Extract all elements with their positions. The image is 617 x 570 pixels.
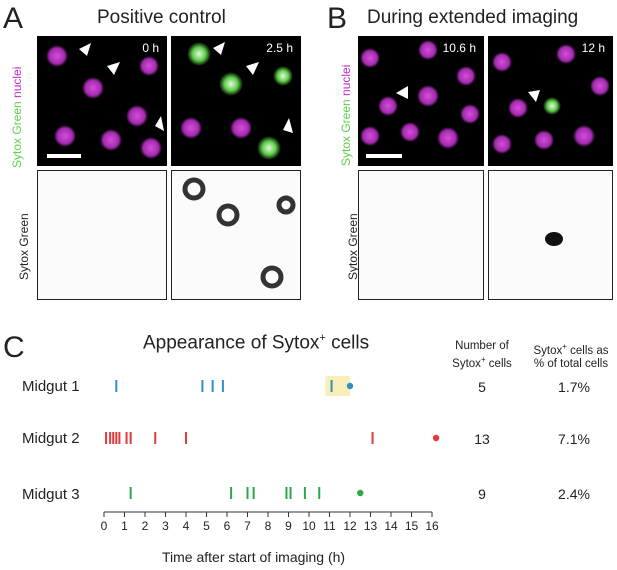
grayscale-a-0h bbox=[37, 170, 167, 300]
x-axis-label: Time after start of imaging (h) bbox=[162, 549, 346, 565]
micrograph-a-0h-image bbox=[46, 43, 164, 159]
grayscale-a-2-5h bbox=[171, 170, 301, 300]
x-tick-label: 5 bbox=[203, 519, 210, 533]
row-label-midgut-1: Midgut 1 bbox=[22, 378, 80, 395]
x-tick-label: 14 bbox=[384, 519, 398, 533]
x-tick-label: 9 bbox=[285, 519, 292, 533]
grayscale-a-2-5h-image bbox=[182, 177, 296, 289]
grayscale-b-10-6h bbox=[358, 170, 484, 300]
x-tick-label: 16 bbox=[425, 519, 439, 533]
micrograph-a-0h: 0 h bbox=[37, 36, 167, 166]
x-tick-label: 10 bbox=[302, 519, 316, 533]
micrograph-b-12h-image bbox=[492, 44, 610, 154]
x-tick-label: 2 bbox=[142, 519, 149, 533]
panel-a-letter: A bbox=[3, 2, 24, 35]
x-tick-label: 0 bbox=[101, 519, 108, 533]
time-label: 2.5 h bbox=[262, 40, 297, 56]
panel-b-channel-label: Sytox Green nuclei bbox=[339, 65, 353, 166]
end-point bbox=[432, 434, 440, 442]
nuclei-label: nuclei bbox=[339, 64, 353, 96]
scale-bar bbox=[47, 154, 81, 158]
grayscale-b-12h-image bbox=[545, 232, 563, 246]
count-header-line2: Sytox+ cells bbox=[452, 355, 512, 370]
row-label-midgut-2: Midgut 2 bbox=[22, 430, 80, 447]
panel-b-title: During extended imaging bbox=[367, 7, 579, 28]
count-midgut-2: 13 bbox=[474, 431, 490, 447]
time-label: 0 h bbox=[138, 40, 163, 56]
stain-label: Sytox Green bbox=[339, 99, 353, 166]
panel-c-title: Appearance of Sytox+ cells bbox=[143, 332, 370, 354]
highlight-box bbox=[325, 376, 350, 396]
panel-b-letter: B bbox=[327, 2, 348, 35]
time-label: 10.6 h bbox=[438, 40, 480, 56]
micrograph-b-10-6h-image bbox=[360, 40, 480, 149]
stain-label: Sytox Green bbox=[10, 101, 24, 168]
x-tick-label: 6 bbox=[224, 519, 231, 533]
count-midgut-3: 9 bbox=[478, 486, 486, 502]
percent-midgut-1: 1.7% bbox=[558, 379, 590, 395]
count-column-header: Number of Sytox+ cells bbox=[440, 340, 524, 371]
percent-header-line1: Sytox+ cells as bbox=[533, 342, 609, 357]
panel-c-title-sup: + bbox=[319, 332, 326, 344]
count-midgut-1: 5 bbox=[478, 379, 486, 395]
x-tick-label: 3 bbox=[162, 519, 169, 533]
percent-header-line2: % of total cells bbox=[533, 357, 609, 370]
x-tick-label: 4 bbox=[183, 519, 190, 533]
nuclei-label: nuclei bbox=[10, 66, 24, 98]
x-tick-label: 13 bbox=[364, 519, 378, 533]
x-tick-label: 8 bbox=[265, 519, 272, 533]
row-label-midgut-3: Midgut 3 bbox=[22, 486, 80, 503]
end-point bbox=[346, 382, 354, 390]
count-header-line1: Number of bbox=[455, 340, 509, 352]
panel-a-title: Positive control bbox=[97, 7, 226, 28]
panel-c-title-main: Appearance of Sytox bbox=[143, 332, 320, 354]
panel-a-bottom-label: Sytox Green bbox=[17, 213, 31, 280]
sytox-timeline-chart: 0 1 2 3 4 5 6 7 8 9 10 11 12 13 14 15 16 bbox=[101, 376, 440, 533]
panel-c-letter: C bbox=[3, 331, 25, 364]
time-label: 12 h bbox=[577, 40, 609, 56]
micrograph-a-2-5h: 2.5 h bbox=[171, 36, 301, 166]
micrograph-b-10-6h: 10.6 h bbox=[358, 36, 484, 166]
end-point bbox=[357, 489, 364, 497]
scale-bar bbox=[366, 154, 402, 158]
panel-c-title-tail: cells bbox=[325, 332, 370, 354]
percent-midgut-3: 2.4% bbox=[558, 486, 590, 502]
micrograph-a-2-5h-image bbox=[180, 42, 293, 160]
x-tick-label: 7 bbox=[244, 519, 251, 533]
percent-column-header: Sytox+ cells as % of total cells bbox=[526, 340, 616, 371]
percent-midgut-2: 7.1% bbox=[558, 431, 590, 447]
x-tick-label: 1 bbox=[121, 519, 128, 533]
x-tick-label: 12 bbox=[343, 519, 357, 533]
x-tick-label: 11 bbox=[323, 519, 336, 533]
grayscale-b-12h bbox=[488, 170, 613, 300]
x-tick-label: 15 bbox=[405, 519, 419, 533]
panel-a-channel-label: Sytox Green nuclei bbox=[10, 67, 24, 168]
micrograph-b-12h: 12 h bbox=[488, 36, 613, 166]
